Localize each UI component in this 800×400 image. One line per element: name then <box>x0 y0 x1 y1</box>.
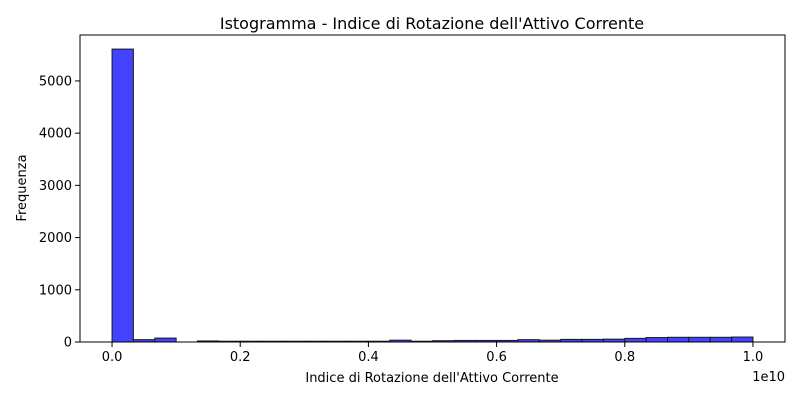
x-tick-label: 0.6 <box>486 350 507 365</box>
x-tick-label: 0.2 <box>230 350 251 365</box>
plot-frame <box>79 34 786 343</box>
y-tick-label: 5000 <box>39 74 72 89</box>
x-axis-ticks: 0.0 0.2 0.4 0.6 0.8 1.0 <box>102 342 764 365</box>
chart-title: Istogramma - Indice di Rotazione dell'At… <box>220 14 644 33</box>
x-tick-label: 0.4 <box>358 350 379 365</box>
histogram-bar <box>624 337 647 343</box>
x-tick-label: 0.0 <box>102 350 123 365</box>
x-tick-label: 0.8 <box>614 350 635 365</box>
y-axis-label: Frequenza <box>15 154 30 221</box>
histogram-bar <box>688 336 711 343</box>
histogram-bar <box>154 337 177 343</box>
y-axis-ticks: 0 1000 2000 3000 4000 5000 <box>39 74 80 351</box>
y-tick-label: 0 <box>64 336 72 351</box>
histogram-bar <box>645 337 668 343</box>
y-tick-label: 2000 <box>39 231 72 246</box>
histogram-bar <box>731 336 754 343</box>
x-axis-offset-label: 1e10 <box>752 370 785 385</box>
bars-group <box>111 48 754 343</box>
histogram-bar <box>667 336 690 343</box>
histogram-bar <box>709 336 733 343</box>
histogram-bar <box>111 48 134 343</box>
x-axis-label: Indice di Rotazione dell'Attivo Corrente <box>305 371 558 386</box>
y-tick-label: 4000 <box>39 127 72 142</box>
y-tick-label: 3000 <box>39 179 72 194</box>
y-tick-label: 1000 <box>39 283 72 298</box>
x-tick-label: 1.0 <box>743 350 764 365</box>
